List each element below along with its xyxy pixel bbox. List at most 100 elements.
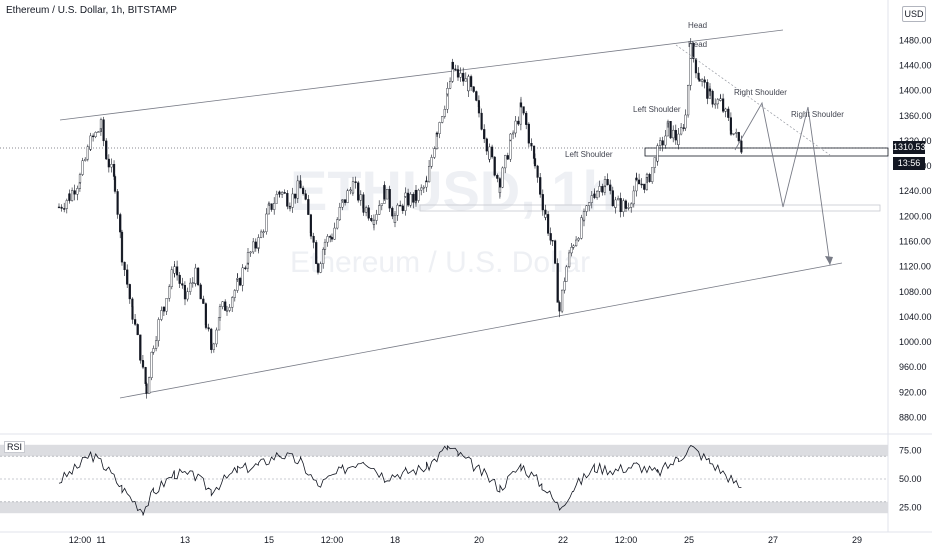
candle-body <box>435 132 439 135</box>
candle-body <box>378 205 381 215</box>
candle-body <box>126 269 129 285</box>
candle-body <box>372 220 376 225</box>
time-axis-tick-label: 12:00 <box>615 535 638 545</box>
candle-body <box>112 164 116 177</box>
candle-body <box>359 194 362 201</box>
currency-button[interactable]: USD <box>902 6 926 22</box>
candle-body <box>346 190 349 203</box>
price-axis-tick-label: 1400.00 <box>899 86 932 96</box>
candle-body <box>145 383 148 394</box>
candle-body <box>454 68 457 71</box>
candle-body <box>549 233 552 241</box>
candle-body <box>315 242 318 264</box>
candle-body <box>278 191 281 195</box>
candle-body <box>627 207 630 209</box>
candle-body <box>302 187 305 194</box>
candle-body <box>677 133 680 145</box>
candle-body <box>225 310 229 312</box>
candle-body <box>110 164 113 168</box>
candle-body <box>570 247 573 254</box>
candle-body <box>456 69 460 78</box>
candle-body <box>173 266 176 274</box>
price-axis-tick-label: 1000.00 <box>899 337 932 347</box>
rsi-axis-tick-label: 75.00 <box>899 446 922 456</box>
candle-body <box>65 200 68 209</box>
candle-body <box>238 278 242 286</box>
candle-body <box>304 193 307 200</box>
candle-body <box>212 343 215 350</box>
neckline-box <box>644 147 889 157</box>
candle-body <box>393 215 397 223</box>
candle-body <box>221 301 224 307</box>
watermark-name: Ethereum / U.S. Dollar <box>290 246 590 279</box>
price-axis-tick-label: 1240.00 <box>899 186 932 196</box>
time-axis-tick-label: 12:00 <box>69 535 92 545</box>
candle-body <box>496 175 499 179</box>
candle-body <box>737 132 740 142</box>
candle-body <box>152 348 155 353</box>
candle-body <box>590 195 593 203</box>
candle-body <box>231 297 234 308</box>
candle-body <box>329 236 332 238</box>
pattern-label: Right Shoulder <box>791 110 844 119</box>
candle-body <box>86 146 89 160</box>
candle-body <box>89 135 92 150</box>
candle-body <box>722 98 725 112</box>
time-axis-tick-label: 29 <box>852 535 862 545</box>
candle-body <box>97 131 100 133</box>
candle-body <box>438 122 441 134</box>
candle-body <box>233 290 236 298</box>
candle-body <box>664 135 667 146</box>
candle-body <box>362 207 365 213</box>
candle-body <box>307 199 310 215</box>
candle-body <box>530 143 533 147</box>
candle-body <box>262 231 265 233</box>
candle-body <box>165 298 168 312</box>
candle-body <box>517 120 520 125</box>
candle-body <box>601 186 604 193</box>
candle-body <box>162 306 166 312</box>
candle-body <box>267 203 271 205</box>
candle-body <box>689 58 692 86</box>
time-axis-tick-label: 12:00 <box>321 535 344 545</box>
candle-body <box>547 214 550 234</box>
candle-body <box>107 158 110 168</box>
candle-body <box>116 191 119 215</box>
candle-body <box>512 132 515 135</box>
candle-body <box>147 377 151 394</box>
rsi-axis-tick-label: 50.00 <box>899 474 922 484</box>
candle-body <box>60 206 63 209</box>
candle-body <box>577 238 580 241</box>
candle-body <box>611 190 614 207</box>
candle-body <box>91 135 95 138</box>
time-axis-tick-label: 13 <box>180 535 190 545</box>
candle-body <box>105 155 108 160</box>
candle-body <box>170 269 173 287</box>
symbol-title: Ethereum / U.S. Dollar, 1h, BITSTAMP <box>6 5 177 16</box>
candle-body <box>312 235 315 243</box>
candle-body <box>493 156 496 176</box>
candle-body <box>740 140 743 153</box>
candle-body <box>563 281 566 291</box>
candle-body <box>63 208 66 210</box>
candle-body <box>433 148 436 158</box>
candle-body <box>682 127 685 129</box>
candle-body <box>588 202 591 206</box>
candle-body <box>183 285 186 290</box>
rsi-indicator-label[interactable]: RSI <box>4 441 26 453</box>
candle-body <box>399 204 402 207</box>
candle-body <box>204 324 208 328</box>
candle-body <box>643 183 646 190</box>
candle-body <box>596 191 599 198</box>
candle-body <box>504 155 507 169</box>
candle-body <box>299 183 302 189</box>
candle-body <box>498 187 502 193</box>
candle-body <box>692 42 695 59</box>
candle-body <box>349 189 352 192</box>
candle-body <box>666 121 670 124</box>
channel-upper-line <box>59 29 784 121</box>
candle-body <box>551 239 554 242</box>
time-axis-tick-label: 18 <box>390 535 400 545</box>
